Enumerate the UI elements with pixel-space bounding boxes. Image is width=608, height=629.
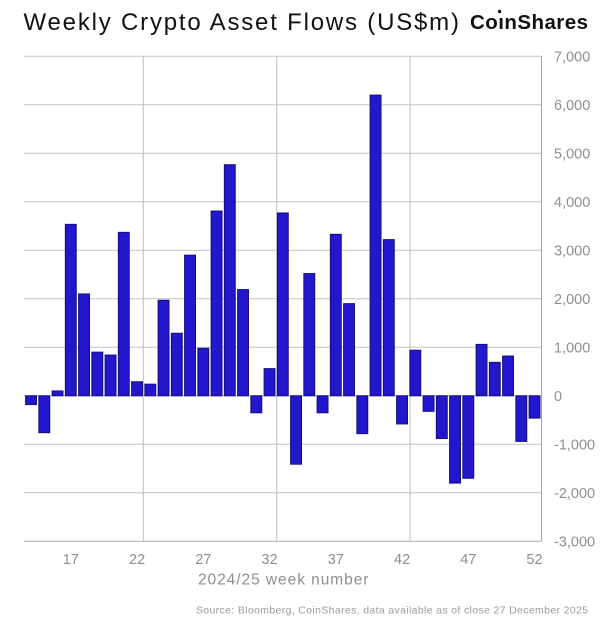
svg-text:6,000: 6,000	[554, 98, 590, 114]
svg-text:2,000: 2,000	[554, 292, 590, 308]
svg-text:-2,000: -2,000	[554, 486, 595, 502]
svg-text:0: 0	[554, 389, 562, 405]
svg-text:Source: Bloomberg, CoinShares,: Source: Bloomberg, CoinShares, data avai…	[196, 604, 588, 616]
svg-text:7,000: 7,000	[554, 50, 590, 66]
svg-text:CoınShares: CoınShares	[470, 11, 588, 34]
svg-text:5,000: 5,000	[554, 147, 590, 163]
svg-text:4,000: 4,000	[554, 195, 590, 211]
svg-text:-3,000: -3,000	[554, 535, 595, 551]
svg-text:3,000: 3,000	[554, 244, 590, 260]
svg-text:17: 17	[63, 552, 79, 568]
svg-text:27: 27	[195, 552, 211, 568]
svg-text:37: 37	[328, 552, 344, 568]
svg-text:47: 47	[460, 552, 476, 568]
svg-text:1,000: 1,000	[554, 341, 590, 357]
svg-text:42: 42	[394, 552, 410, 568]
svg-text:Weekly Crypto Asset Flows (US$: Weekly Crypto Asset Flows (US$m)	[24, 9, 461, 36]
svg-text:32: 32	[262, 552, 278, 568]
svg-text:-1,000: -1,000	[554, 438, 595, 454]
svg-text:2024/25 week number: 2024/25 week number	[198, 572, 369, 589]
svg-text:52: 52	[526, 552, 542, 568]
svg-text:22: 22	[129, 552, 145, 568]
